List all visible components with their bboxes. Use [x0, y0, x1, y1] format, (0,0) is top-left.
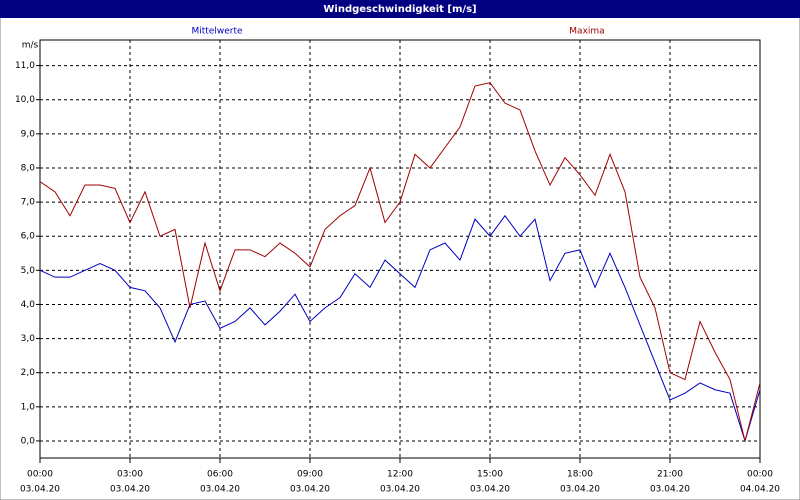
chart-title: Windgeschwindigkeit [m/s] [323, 4, 476, 15]
x-tick-label: 09:00 [297, 470, 323, 480]
x-tick-label: 00:00 [747, 470, 773, 480]
x-tick-date: 03.04.20 [560, 485, 600, 495]
y-tick-label: 3,0 [21, 334, 36, 344]
x-tick-label: 12:00 [387, 470, 413, 480]
x-tick-date: 03.04.20 [290, 485, 330, 495]
x-tick-label: 21:00 [657, 470, 683, 480]
y-tick-label: 10,0 [15, 95, 35, 105]
data-line [39, 214, 761, 443]
x-tick-label: 15:00 [477, 470, 503, 480]
y-tick-label: 4,0 [21, 300, 36, 310]
x-tick-date: 03.04.20 [200, 485, 240, 495]
x-tick-date: 04.04.20 [740, 485, 780, 495]
x-tick-label: 00:00 [27, 470, 53, 480]
x-tick-label: 18:00 [567, 470, 593, 480]
x-tick-label: 03:00 [117, 470, 143, 480]
legend-entry: Mittelwerte [191, 27, 242, 37]
title-bar [0, 0, 800, 18]
x-tick-date: 03.04.20 [470, 485, 510, 495]
y-tick-label: 5,0 [21, 266, 36, 276]
y-tick-label: 0,0 [21, 436, 36, 446]
x-tick-date: 03.04.20 [650, 485, 690, 495]
y-tick-label: 6,0 [21, 232, 36, 242]
y-tick-label: 2,0 [21, 368, 36, 378]
y-tick-label: 1,0 [21, 402, 36, 412]
y-tick-label: 11,0 [15, 61, 35, 71]
x-tick-date: 03.04.20 [110, 485, 150, 495]
x-tick-label: 06:00 [207, 470, 233, 480]
y-tick-label: 9,0 [21, 129, 36, 139]
x-tick-date: 03.04.20 [380, 485, 420, 495]
y-tick-label: 8,0 [21, 163, 36, 173]
data-line [39, 82, 761, 442]
y-tick-label: 7,0 [21, 198, 36, 208]
y-axis-label: m/s [22, 41, 39, 51]
x-tick-date: 03.04.20 [20, 485, 60, 495]
legend-entry: Maxima [569, 27, 604, 37]
